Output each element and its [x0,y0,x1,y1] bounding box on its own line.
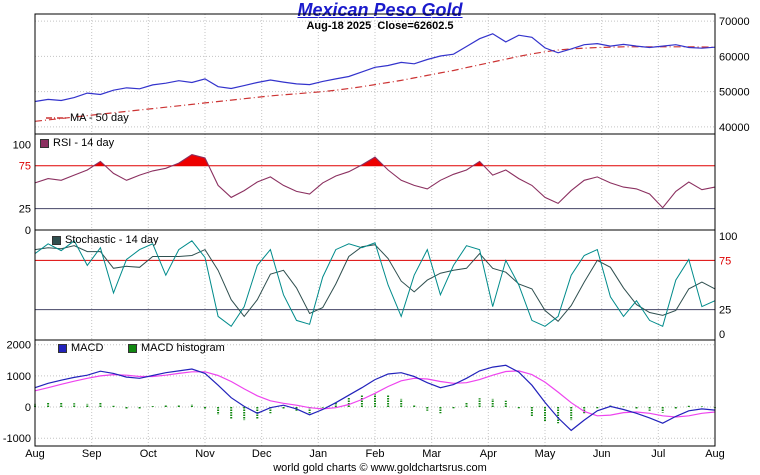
macd-swatch-icon [58,343,67,353]
legend-macd-label: MACD [71,342,104,354]
x-month-label: Jun [593,448,611,460]
chart-title: Mexican Peso Gold [297,0,463,20]
x-month-label: Oct [140,448,157,460]
series-rsi14 [34,154,716,209]
price-tick-label: 60000 [719,51,750,63]
x-month-label: Sep [82,448,102,460]
macd-histogram-swatch-icon [128,343,137,353]
x-month-label: Mar [422,448,441,460]
chart-subtitle: Aug-18 2025 Close=62602.5 [306,20,454,32]
series-stoch_k [34,240,716,328]
rsi-tick-label: 75 [19,161,31,173]
legend-stoch: Stochastic - 14 day [52,234,159,246]
x-month-label: Aug [705,448,725,460]
rsi-tick-label: 25 [19,204,31,216]
macd-tick-label: 1000 [7,371,31,383]
x-month-label: Aug [25,448,45,460]
x-month-label: May [535,448,556,460]
legend-macd: MACD [58,342,103,354]
x-month-label: Apr [480,448,497,460]
series-ma50 [34,46,716,122]
price-tick-label: 70000 [719,16,750,28]
legend-stoch-label: Stochastic - 14 day [65,234,159,246]
macd-tick-label: 2000 [7,340,31,352]
x-month-label: Nov [195,448,215,460]
legend-ma-label: MA - 50 day [70,112,129,124]
panel-stoch [34,229,716,341]
series-macd [34,364,716,432]
stoch-tick-label: 100 [719,231,737,243]
legend-rsi: RSI - 14 day [40,137,114,149]
legend-ma: MA - 50 day [46,112,129,124]
price-tick-label: 50000 [719,87,750,99]
series-stoch_d [34,244,716,323]
panel-rsi [34,133,716,231]
stoch-tick-label: 0 [719,329,725,341]
stoch-swatch-icon [52,235,61,245]
x-month-label: Feb [366,448,385,460]
stoch-tick-label: 25 [719,305,731,317]
macd-tick-label: -1000 [3,433,31,445]
chart-footer: world gold charts © www.goldchartsrus.co… [273,462,487,474]
panel-macd [34,339,716,447]
rsi-swatch-icon [40,138,49,148]
x-month-label: Dec [252,448,272,460]
price-tick-label: 40000 [719,122,750,134]
ma-line-icon [46,117,66,119]
legend-rsi-label: RSI - 14 day [53,137,115,149]
panel-price [34,13,716,135]
x-month-label: Jul [651,448,665,460]
rsi-overbought-fill [35,154,715,166]
legend-macd-histogram-label: MACD histogram [141,342,225,354]
rsi-tick-label: 100 [13,139,31,151]
macd-tick-label: 0 [25,402,31,414]
x-month-label: Jan [309,448,327,460]
rsi-tick-label: 0 [25,225,31,237]
legend-macd-histogram: MACD histogram [128,342,225,354]
stoch-tick-label: 75 [719,255,731,267]
series-price [34,33,716,103]
